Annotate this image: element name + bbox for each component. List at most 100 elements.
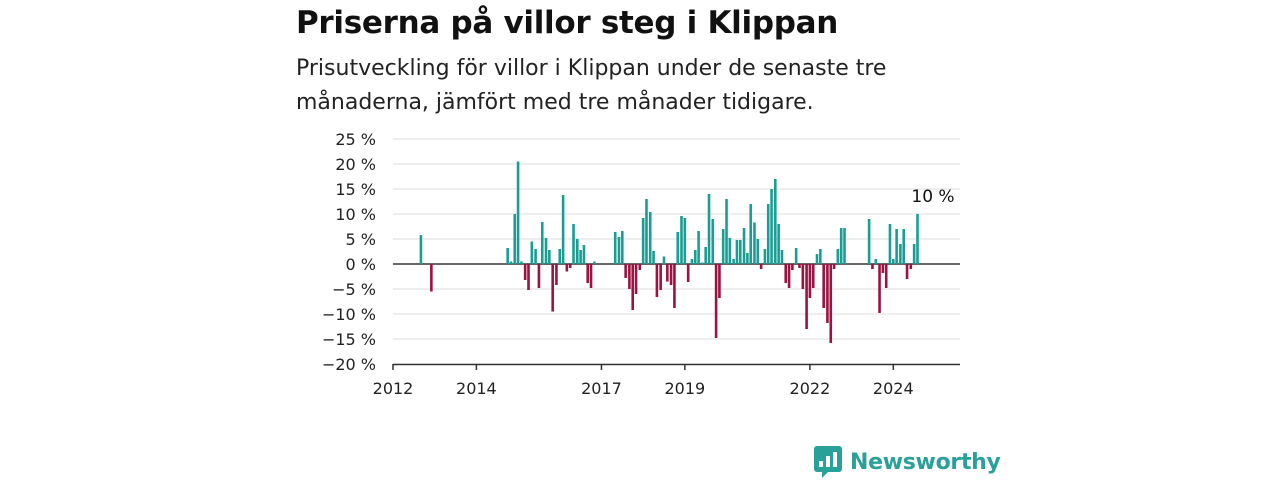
- bar-positive: [735, 240, 739, 264]
- bar-positive: [513, 214, 517, 264]
- bar-negative: [805, 264, 808, 329]
- bar-positive: [895, 229, 898, 264]
- bar-positive: [711, 219, 715, 264]
- bar-positive: [530, 241, 534, 264]
- bar-negative: [565, 264, 569, 272]
- y-axis: 25 % 20 % 15 % 10 % 5 % 0 % −5 % −10 % −15 % −20 …: [322, 130, 376, 374]
- bar-positive: [697, 231, 700, 264]
- y-tick-label: 5 %: [346, 230, 376, 249]
- bar-positive: [753, 222, 756, 264]
- bar-positive: [899, 244, 902, 264]
- bar-negative: [568, 264, 572, 268]
- bar-negative: [718, 264, 721, 298]
- bar-positive: [707, 194, 711, 264]
- bar-negative: [811, 264, 815, 288]
- bar-positive: [749, 204, 753, 264]
- bar-positive: [839, 228, 843, 264]
- bar-positive: [645, 199, 648, 264]
- x-tick-label: 2014: [456, 379, 497, 398]
- bar-positive: [843, 228, 846, 264]
- newsworthy-logo[interactable]: Newsworthy: [814, 446, 1001, 478]
- bar-positive: [676, 232, 680, 264]
- y-tick-label: 25 %: [335, 130, 376, 149]
- bar-positive: [763, 249, 767, 264]
- bar-positive: [516, 161, 520, 264]
- bar-positive: [916, 214, 919, 264]
- bar-positive: [575, 239, 579, 264]
- bar-positive: [534, 249, 537, 264]
- bar-negative: [878, 264, 881, 313]
- bar-positive: [621, 231, 624, 264]
- bar-positive: [725, 199, 728, 264]
- bar-negative: [822, 264, 825, 308]
- chart-title: Priserna på villor steg i Klippan: [296, 5, 838, 41]
- bar-positive: [419, 235, 423, 264]
- bar-negative: [871, 264, 874, 269]
- chart-subtitle: Prisutveckling för villor i Klippan unde…: [296, 56, 887, 115]
- bar-negative: [634, 264, 638, 294]
- bar-negative: [808, 264, 812, 298]
- x-tick-label: 2022: [790, 379, 831, 398]
- bar-positive: [732, 259, 735, 264]
- bar-positive: [593, 261, 596, 264]
- bar-negative: [527, 264, 530, 290]
- bar-negative: [669, 264, 673, 285]
- x-axis: 2012 2014 2017 2019 2022 2024: [373, 363, 960, 398]
- bar-negative: [624, 264, 627, 278]
- bar-negative: [714, 264, 718, 338]
- bar-negative: [909, 264, 913, 269]
- bar-positive: [721, 229, 725, 264]
- latest-value-label: 10 %: [911, 187, 954, 207]
- x-tick-label: 2017: [581, 379, 622, 398]
- bar-positive: [742, 228, 746, 264]
- y-tick-label: 10 %: [335, 205, 376, 224]
- bar-negative: [686, 264, 690, 282]
- bar-negative: [551, 264, 554, 312]
- bar-positive: [693, 250, 697, 264]
- bar-positive: [648, 212, 652, 264]
- bar-positive: [746, 253, 749, 264]
- bar-negative: [638, 264, 642, 270]
- bar-positive: [819, 249, 822, 264]
- bar-negative: [759, 264, 763, 269]
- bar-positive: [891, 259, 895, 264]
- bar-negative: [826, 264, 829, 323]
- bar-positive: [867, 219, 871, 264]
- bar-positive: [888, 224, 892, 264]
- bar-negative: [791, 264, 794, 270]
- y-tick-label: 20 %: [335, 155, 376, 174]
- bar-positive: [558, 249, 562, 264]
- bar-positive: [662, 256, 666, 264]
- chart-card: Priserna på villor steg i Klippan Prisut…: [296, 0, 996, 480]
- bar-negative: [798, 264, 801, 268]
- y-tick-label: 15 %: [335, 180, 376, 199]
- annotations: 10 %: [911, 187, 954, 207]
- x-tick-label: 2019: [664, 379, 705, 398]
- bar-positive: [777, 224, 780, 264]
- bar-positive: [540, 222, 544, 264]
- bar-negative: [659, 264, 662, 290]
- bar-positive: [579, 250, 582, 264]
- bar-positive: [770, 189, 773, 264]
- bar-positive: [617, 237, 621, 264]
- bar-positive: [815, 254, 819, 264]
- bar-negative: [589, 264, 593, 288]
- bar-negative: [881, 264, 885, 273]
- bar-negative: [523, 264, 527, 280]
- bar-negative: [673, 264, 676, 308]
- bar-positive: [652, 251, 655, 264]
- bar-positive: [738, 240, 742, 264]
- newsworthy-logo-text: Newsworthy: [850, 449, 1001, 475]
- newsworthy-logo-icon: [814, 446, 842, 478]
- bar-negative: [537, 264, 541, 288]
- bar-positive: [683, 218, 687, 264]
- bar-positive: [690, 259, 694, 264]
- bar-positive: [582, 245, 586, 264]
- bar-negative: [832, 264, 836, 269]
- bar-positive: [561, 195, 565, 264]
- bar-negative: [829, 264, 833, 343]
- bar-positive: [613, 232, 617, 264]
- bar-positive: [774, 179, 777, 264]
- y-tick-label: −5 %: [332, 280, 376, 299]
